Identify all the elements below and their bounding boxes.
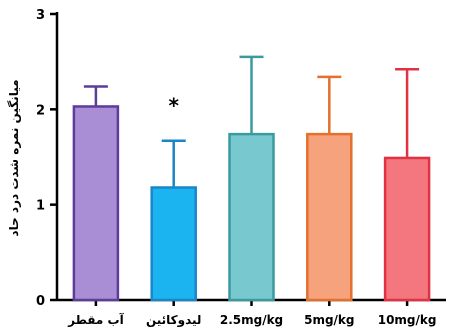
x-tick-label: 10mg/kg (378, 313, 437, 327)
y-tick-label: 2 (36, 103, 45, 118)
x-tick-label: لیدوکائین (146, 313, 201, 328)
x-tick-label: 2.5mg/kg (220, 313, 283, 327)
bar (383, 156, 431, 302)
y-axis-title: میانگین نمره شدت درد حاد (7, 79, 21, 236)
axes: 0 1 2 3 (36, 8, 446, 309)
y-tick-label: 3 (36, 8, 45, 23)
labels: آب مقطر لیدوکائین 2.5mg/kg 5mg/kg 10mg/kg * (67, 93, 436, 328)
bar (306, 132, 353, 302)
y-tick-label: 1 (36, 199, 45, 214)
bar (228, 132, 275, 302)
bar (72, 105, 120, 302)
significance-marker: * (168, 93, 179, 117)
y-tick-label: 0 (36, 294, 45, 309)
bar (150, 186, 197, 302)
x-tick-label: آب مقطر (67, 312, 124, 327)
bars (72, 55, 431, 302)
x-tick-label: 5mg/kg (304, 313, 354, 327)
